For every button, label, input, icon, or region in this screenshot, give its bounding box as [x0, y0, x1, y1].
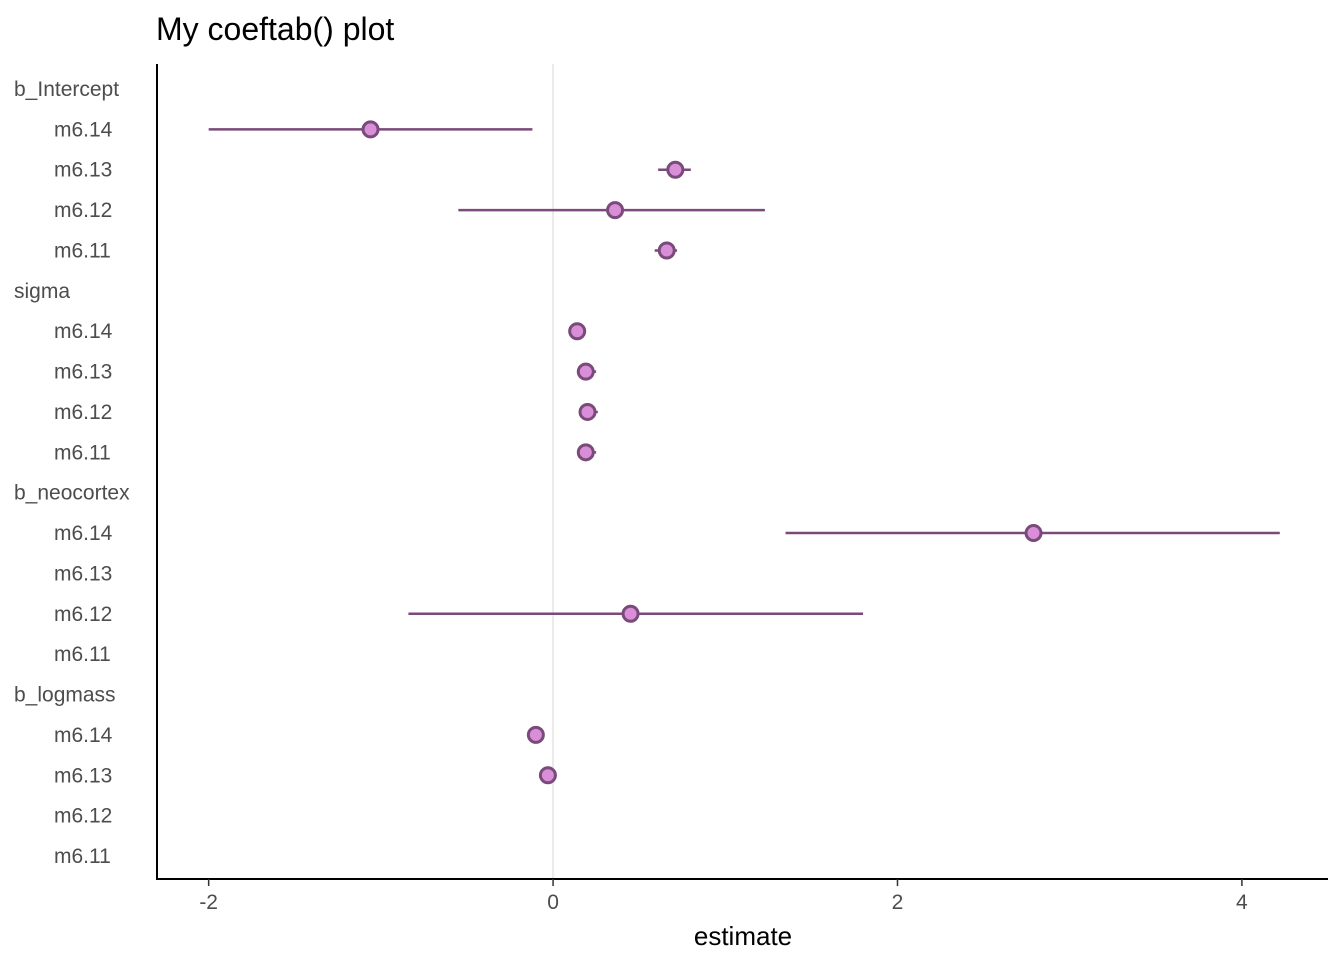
x-tick-label-0: -2 — [199, 891, 218, 914]
estimate-point-3-0 — [526, 725, 545, 744]
model-label-0-3: m6.11 — [54, 239, 111, 262]
estimate-point-1-1 — [576, 362, 595, 381]
plot-area: -2 0 2 4 b_Intercept m6.14 m6.13 m6.12 m6.11 sigm… — [14, 64, 1328, 914]
model-label-3-1: m6.13 — [54, 764, 112, 787]
model-label-2-1: m6.13 — [54, 562, 112, 585]
estimate-point-0-3 — [657, 241, 676, 260]
estimate-point-0-0 — [361, 120, 380, 139]
estimate-point-3-1 — [538, 766, 557, 785]
group-label-0: b_Intercept — [14, 78, 119, 101]
estimate-point-1-2 — [578, 402, 597, 421]
estimate-point-2-2 — [621, 604, 640, 623]
model-label-1-0: m6.14 — [54, 320, 113, 343]
model-label-3-0: m6.14 — [54, 724, 113, 747]
model-label-2-3: m6.11 — [54, 643, 111, 666]
group-label-1: sigma — [14, 280, 70, 303]
x-tick-label-1: 0 — [547, 891, 559, 914]
estimate-point-1-3 — [576, 443, 595, 462]
group-label-2: b_neocortex — [14, 482, 130, 505]
model-label-0-2: m6.12 — [54, 199, 112, 222]
x-tick-label-2: 2 — [892, 891, 904, 914]
estimate-point-1-0 — [568, 322, 587, 341]
group-label-3: b_logmass — [14, 684, 116, 707]
model-label-1-2: m6.12 — [54, 401, 112, 424]
model-label-3-3: m6.11 — [54, 845, 111, 868]
estimate-point-2-0 — [1024, 524, 1043, 543]
estimate-point-0-2 — [606, 201, 625, 220]
model-label-0-1: m6.13 — [54, 159, 112, 182]
x-axis-label: estimate — [694, 921, 792, 951]
model-label-1-1: m6.13 — [54, 361, 112, 384]
chart-title: My coeftab() plot — [156, 11, 394, 47]
model-label-3-2: m6.12 — [54, 805, 112, 828]
estimate-point-0-1 — [666, 160, 685, 179]
model-label-1-3: m6.11 — [54, 441, 111, 464]
model-label-2-0: m6.14 — [54, 522, 113, 545]
model-label-0-0: m6.14 — [54, 118, 113, 141]
x-tick-label-3: 4 — [1236, 891, 1248, 914]
model-label-2-2: m6.12 — [54, 603, 112, 626]
